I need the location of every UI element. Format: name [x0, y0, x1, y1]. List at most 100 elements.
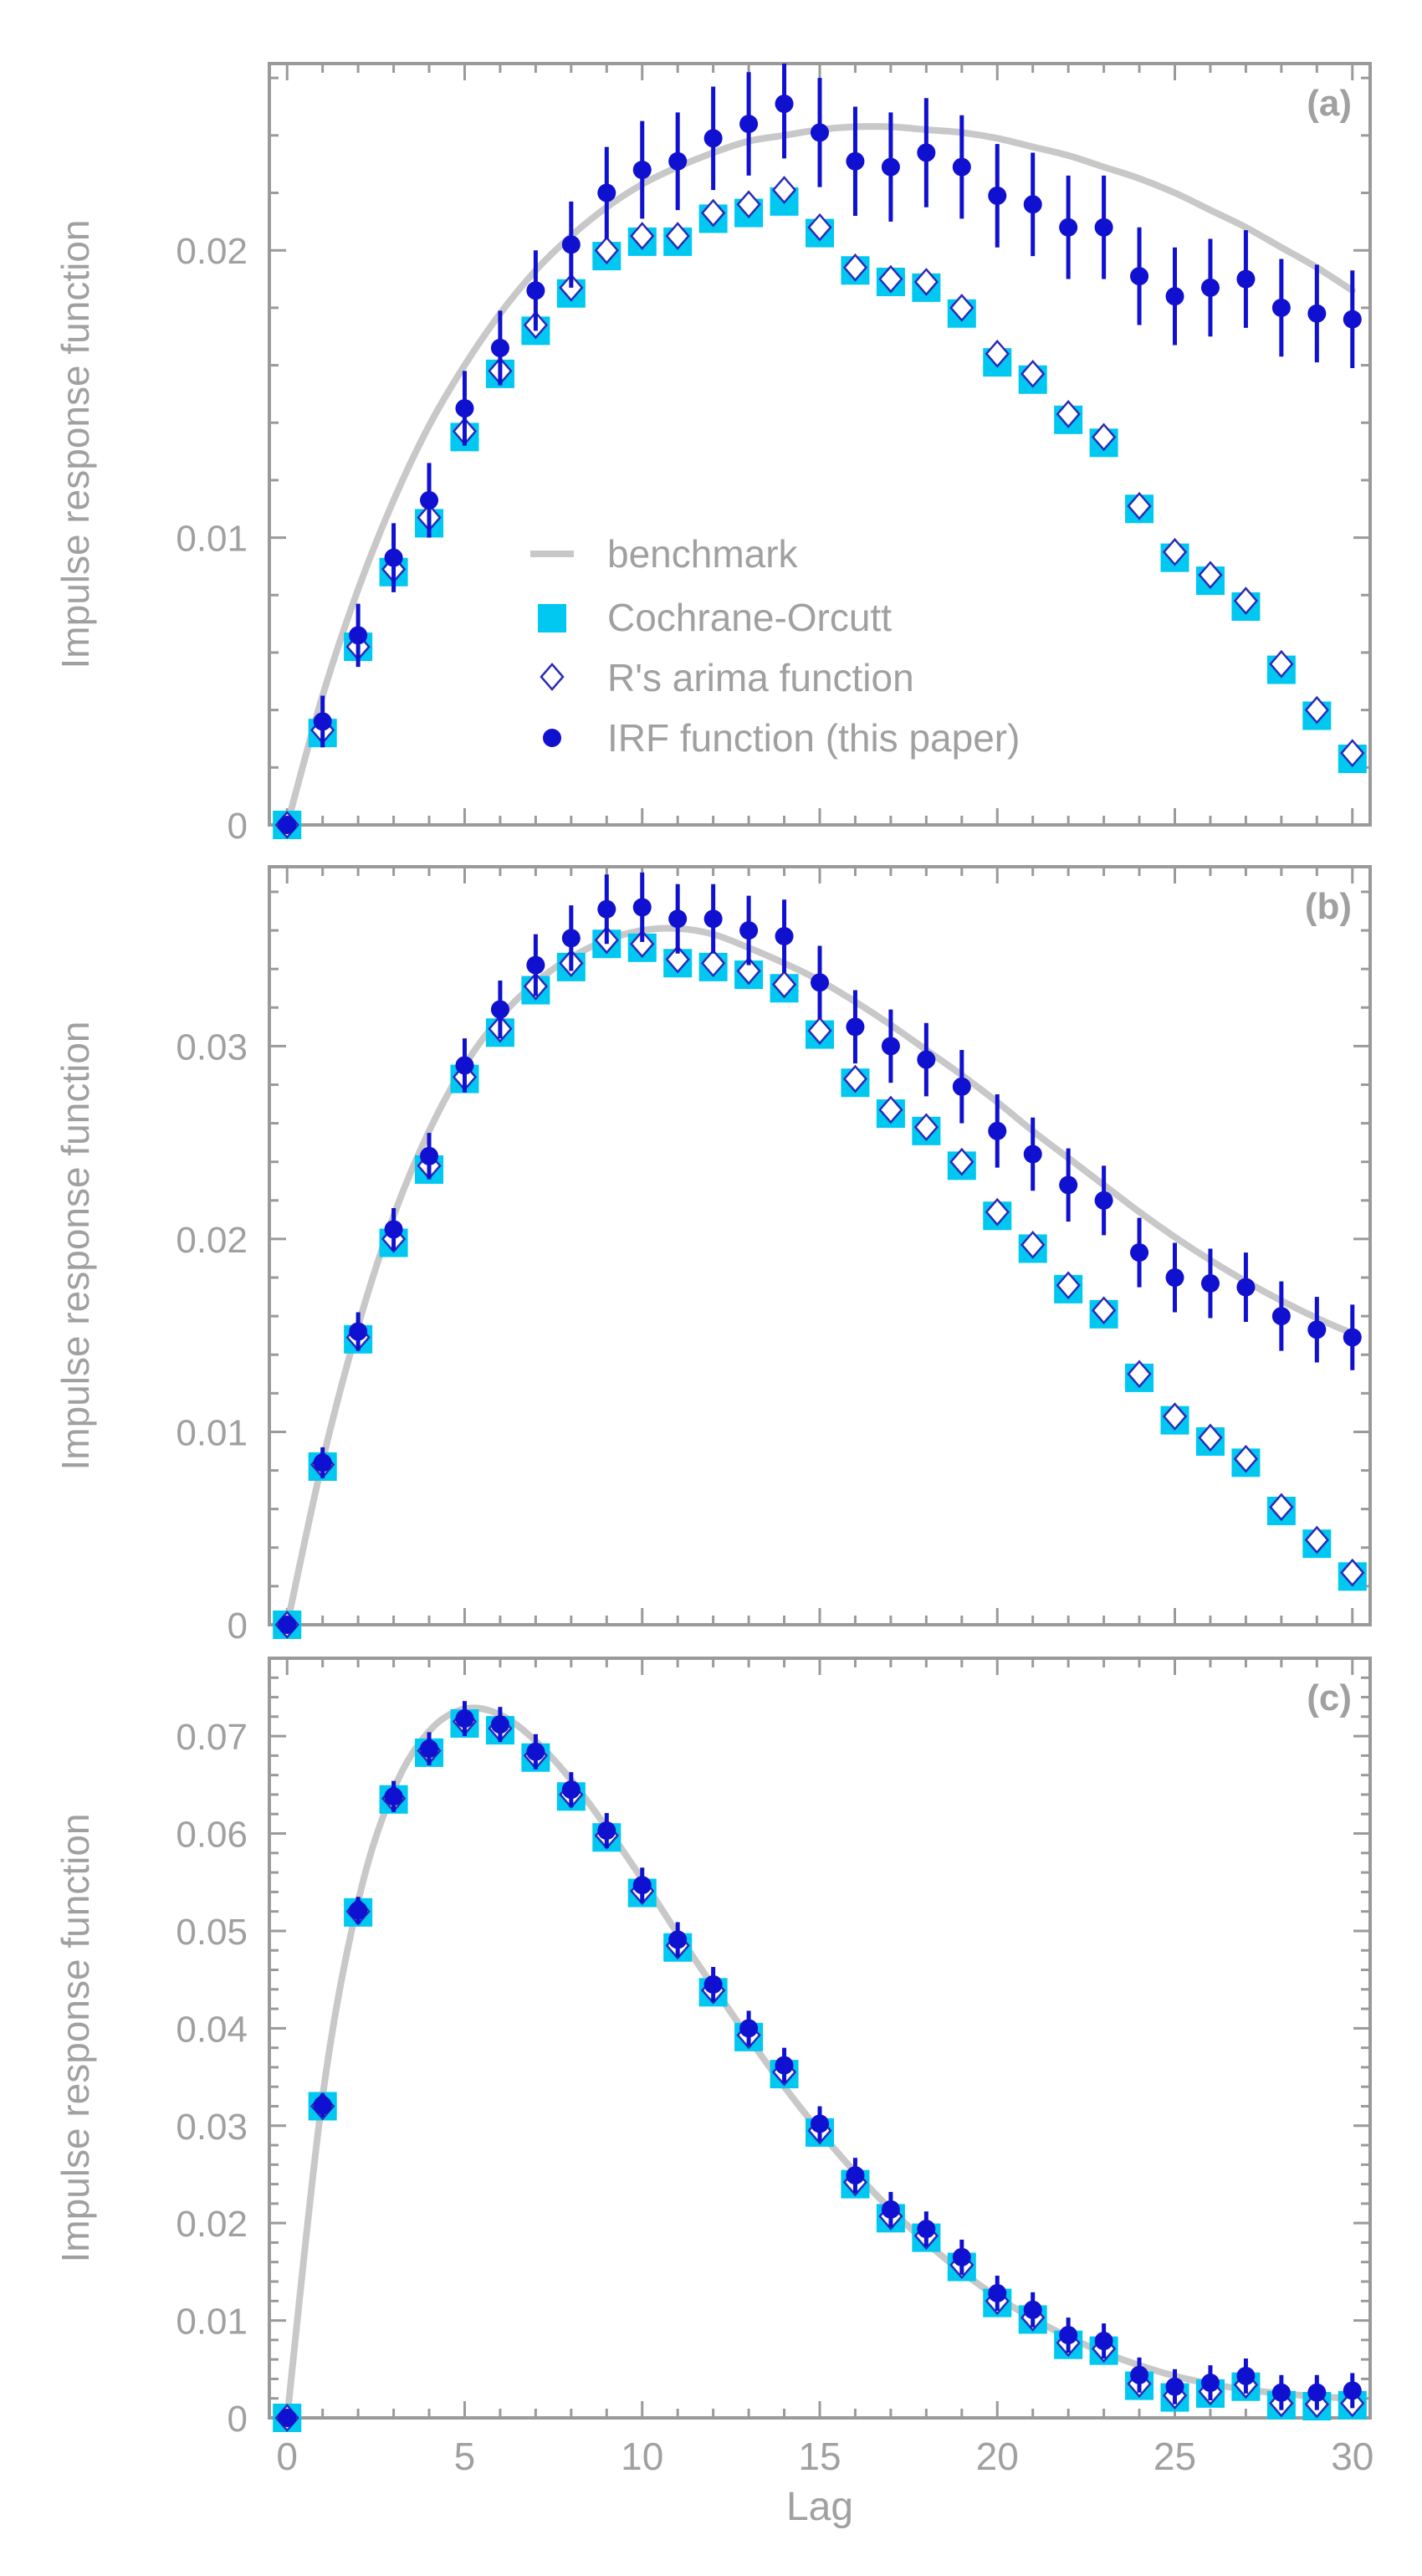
x-tick-label: 25: [1153, 2435, 1196, 2478]
irf-marker: [775, 2056, 794, 2075]
arima-marker: [630, 930, 655, 959]
irf-marker: [668, 1930, 688, 1949]
legend-arima-swatch: [540, 663, 565, 691]
irf-marker: [1165, 287, 1184, 306]
y-tick-label: 0: [228, 806, 248, 847]
arima-marker: [1162, 1402, 1188, 1431]
irf-marker: [1023, 1145, 1042, 1164]
panel-c: 0 0.01 0.02 0.03 0.04 0.05 0.06 0.07 Impulse res…: [54, 1657, 1372, 2440]
arima-marker: [1304, 695, 1329, 725]
irf-marker: [278, 2409, 297, 2427]
irf-marker: [1059, 2326, 1078, 2345]
irf-marker: [561, 929, 581, 948]
arima-marker: [913, 268, 939, 296]
irf-marker: [561, 1780, 581, 1800]
irf-marker: [811, 2114, 829, 2133]
irf-marker: [1094, 218, 1113, 237]
y-tick-label: 0.03: [176, 1027, 248, 1068]
y-axis-label: Impulse response function: [54, 1814, 97, 2263]
legend-irf-swatch: [543, 729, 561, 747]
irf-marker: [739, 2019, 759, 2038]
irf-marker: [490, 1715, 509, 1734]
arima-marker: [807, 1017, 832, 1045]
y-tick-label: 0.03: [176, 2107, 248, 2148]
arima-marker: [913, 1113, 939, 1142]
irf-marker: [703, 1974, 723, 1994]
x-axis: 0 5 10 15 20 25 30 Lag: [276, 2435, 1373, 2529]
y-tick-label: 0.01: [176, 519, 248, 560]
y-tick-label: 0.07: [176, 1717, 248, 1758]
irf-marker: [1200, 1273, 1220, 1293]
irf-marker: [597, 1821, 616, 1841]
irf-marker: [526, 281, 545, 300]
panel-label: (b): [1305, 886, 1352, 927]
arima-marker: [878, 1095, 903, 1124]
irf-marker: [1343, 2381, 1362, 2400]
panel-label: (a): [1307, 83, 1352, 124]
y-axis-label: Impulse response function: [54, 220, 97, 669]
panel-label: (c): [1307, 1677, 1352, 1718]
irf-marker: [775, 926, 794, 945]
arima-marker: [1233, 1444, 1259, 1473]
irf-marker: [1200, 2374, 1220, 2393]
irf-marker: [1307, 1320, 1327, 1339]
arima-marker: [736, 956, 761, 986]
irf-marker: [384, 1220, 403, 1239]
irf-marker: [1271, 2383, 1291, 2402]
arima-marker: [1269, 1493, 1294, 1522]
irf-marker: [313, 2096, 332, 2115]
irf-marker: [1343, 1328, 1362, 1347]
irf-marker: [917, 2220, 936, 2239]
irf-marker: [349, 1901, 368, 1920]
x-axis-label: Lag: [786, 2485, 853, 2529]
irf-marker: [455, 399, 474, 418]
y-tick-label: 0.01: [176, 2302, 248, 2343]
arima-marker: [630, 222, 655, 250]
arima-marker: [700, 949, 726, 978]
irf-marker: [384, 548, 403, 567]
irf-marker: [278, 1616, 297, 1634]
y-axis-label: Impulse response function: [54, 1022, 97, 1471]
arima-marker: [949, 293, 974, 322]
irf-marker: [278, 816, 297, 834]
irf-marker: [1023, 195, 1042, 214]
irf-marker: [988, 186, 1007, 205]
arima-marker: [1091, 1296, 1117, 1325]
x-tick-label: 5: [454, 2435, 476, 2478]
arima-marker: [1020, 1230, 1046, 1259]
y-tick-label: 0.05: [176, 1912, 248, 1953]
irf-marker: [597, 899, 616, 919]
arima-marker: [985, 1197, 1010, 1227]
irf-marker: [1165, 1268, 1184, 1288]
irf-marker: [632, 161, 652, 180]
irf-marker: [420, 490, 439, 510]
irf-marker: [1236, 1278, 1256, 1297]
irf-marker: [455, 1709, 474, 1728]
arima-marker: [771, 176, 797, 205]
irf-marker: [1130, 1243, 1149, 1262]
legend-benchmark-label: benchmark: [607, 532, 799, 576]
irf-marker: [988, 2283, 1007, 2302]
arima-marker: [1056, 400, 1081, 428]
arima-marker: [807, 213, 832, 242]
arima-marker: [1340, 739, 1365, 768]
irf-marker: [1130, 267, 1149, 286]
x-tick-label: 15: [798, 2435, 841, 2478]
arima-marker: [1056, 1271, 1081, 1300]
benchmark-line: [284, 1704, 1356, 2421]
irf-marker: [703, 129, 723, 148]
irf-marker: [420, 1146, 439, 1165]
arima-marker: [949, 1147, 974, 1176]
irf-marker: [881, 2200, 900, 2219]
irf-marker: [597, 183, 616, 202]
arima-marker: [878, 264, 903, 294]
y-tick-label: 0.02: [176, 2204, 248, 2245]
arima-marker: [665, 222, 690, 250]
arima-marker: [1233, 586, 1259, 616]
arima-marker: [985, 339, 1010, 368]
y-tick-label: 0.01: [176, 1412, 248, 1453]
irf-marker: [846, 2166, 865, 2185]
irf-marker: [1023, 2300, 1042, 2319]
irf-marker: [846, 151, 865, 171]
y-tick-label: 0.04: [176, 2009, 248, 2050]
